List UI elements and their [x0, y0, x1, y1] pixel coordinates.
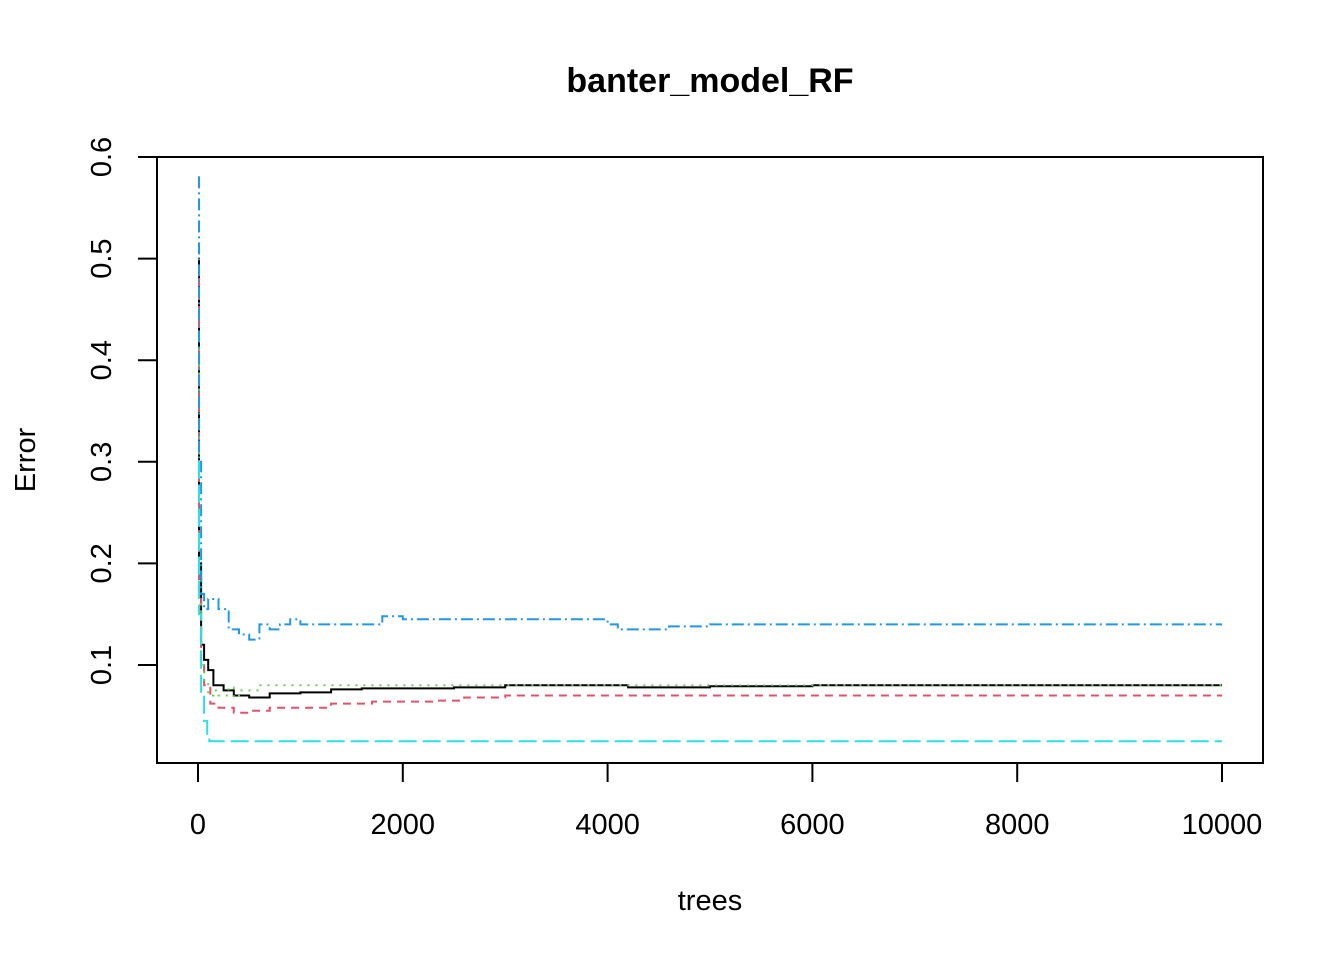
y-tick-label: 0.2 [86, 543, 118, 583]
x-axis-label: trees [678, 885, 742, 917]
y-tick-label: 0.6 [86, 137, 118, 177]
series-line-3 [198, 308, 1222, 699]
y-tick-label: 0.1 [86, 645, 118, 685]
x-tick-label: 6000 [780, 809, 845, 841]
series-line-5 [198, 460, 1222, 743]
chart-title: banter_model_RF [566, 62, 853, 100]
series-line-2 [198, 277, 1222, 714]
series-line-1 [198, 257, 1222, 699]
y-tick-label: 0.4 [86, 340, 118, 380]
x-tick-label: 8000 [985, 809, 1050, 841]
series-line-4 [198, 176, 1222, 641]
y-tick-label: 0.3 [86, 442, 118, 482]
x-tick-label: 0 [190, 809, 206, 841]
x-tick-label: 4000 [575, 809, 640, 841]
y-axis-label: Error [10, 427, 42, 492]
x-tick-label: 2000 [371, 809, 436, 841]
y-tick-label: 0.5 [86, 238, 118, 278]
series-layer [198, 176, 1222, 743]
x-axis: 0 2000 4000 6000 8000 10000 [190, 762, 1263, 841]
y-axis: 0.1 0.2 0.3 0.4 0.5 0.6 [86, 137, 158, 685]
plot-frame [156, 156, 1264, 764]
x-tick-label: 10000 [1182, 809, 1263, 841]
